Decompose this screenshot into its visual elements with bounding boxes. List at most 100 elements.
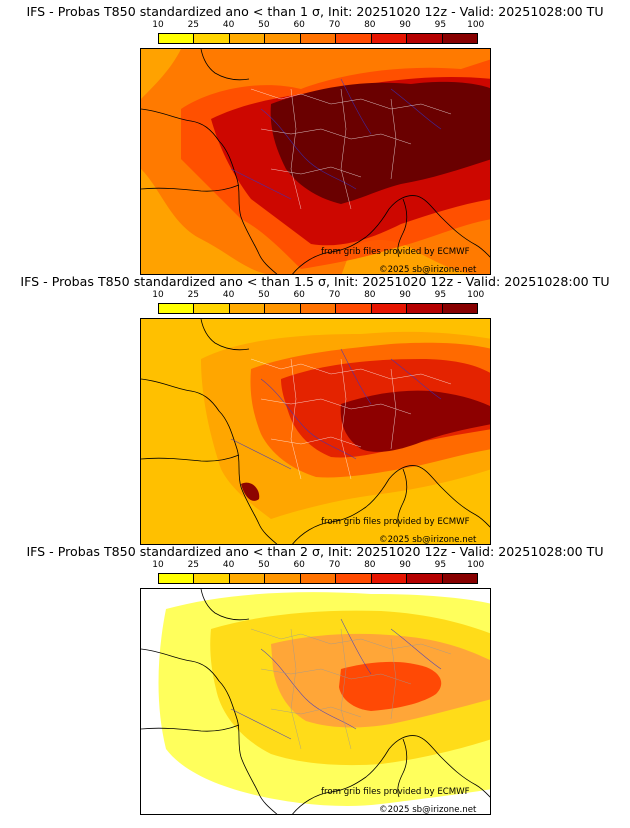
- colorbar-segment: [442, 574, 477, 583]
- colorbar-segment: [336, 574, 372, 583]
- colorbar-segment: [300, 34, 337, 43]
- admin-border: [270, 436, 362, 448]
- colorbar-tick-label: 70: [328, 290, 341, 300]
- colorbar-1: [158, 33, 478, 44]
- colorbar-tick-label: 90: [399, 20, 411, 30]
- colorbar-tick-label: 95: [434, 20, 447, 30]
- admin-border: [290, 628, 302, 750]
- admin-border: [250, 88, 452, 115]
- colorbar-segment: [265, 34, 301, 43]
- rivers: [230, 78, 442, 200]
- coastline: [292, 748, 390, 814]
- colorbar-tick-label: 50: [258, 20, 270, 30]
- map-panel-1: IFS - Probas T850 standardized ano < tha…: [0, 0, 630, 276]
- colorbar-ticks-1: 10 25 40 50 60 70 80 90 95 100: [152, 20, 484, 32]
- panel-title-3: IFS - Probas T850 standardized ano < tha…: [26, 544, 604, 559]
- colorbar-tick-label: 10: [152, 20, 164, 30]
- river: [260, 378, 357, 460]
- river: [230, 708, 292, 740]
- coastline: [388, 195, 490, 258]
- credit-grib-3: from grib files provided by ECMWF: [321, 787, 470, 797]
- coastline: [397, 468, 408, 528]
- credit-copyright-3: ©2025 sb@irizone.net: [379, 805, 477, 815]
- admin-border: [290, 88, 302, 210]
- coastline: [292, 208, 390, 274]
- admin-border: [260, 398, 412, 415]
- river: [390, 358, 442, 400]
- coastline: [141, 648, 278, 814]
- river: [340, 348, 372, 405]
- river: [390, 628, 442, 670]
- coastline: [141, 378, 278, 544]
- colorbar-3: [158, 573, 478, 584]
- colorbar-tick-label: 60: [293, 290, 305, 300]
- river: [340, 618, 372, 675]
- colorbar-tick-label: 60: [293, 560, 305, 570]
- admin-border: [390, 368, 397, 450]
- river: [340, 78, 372, 135]
- colorbar-segment: [159, 574, 195, 583]
- admin-borders: [250, 358, 452, 480]
- colorbar-tick-label: 60: [293, 20, 305, 30]
- probability-map-3: [140, 588, 491, 815]
- field-layer: [339, 661, 442, 711]
- colorbar-segment: [336, 34, 372, 43]
- coastline: [292, 478, 390, 544]
- river: [260, 648, 357, 730]
- colorbar-ticks-3: 10 25 40 50 60 70 80 90 95 100: [152, 560, 484, 572]
- admin-border: [270, 706, 362, 718]
- colorbar-tick-label: 50: [258, 560, 270, 570]
- colorbar-segment: [371, 34, 408, 43]
- colorbar-tick-label: 25: [187, 20, 200, 30]
- colorbar-tick-label: 40: [222, 20, 235, 30]
- admin-border: [340, 358, 352, 480]
- colorbar-segment: [229, 304, 266, 313]
- admin-border: [260, 668, 412, 685]
- colorbar-tick-label: 95: [434, 560, 447, 570]
- credit-copyright-1: ©2025 sb@irizone.net: [379, 265, 477, 275]
- coastline: [388, 735, 490, 798]
- colorbar-tick-label: 95: [434, 290, 447, 300]
- admin-border: [340, 628, 352, 750]
- colorbar-tick-label: 100: [467, 290, 485, 300]
- map-graphic-2: [141, 319, 490, 544]
- colorbar-segment: [336, 304, 372, 313]
- colorbar-tick-label: 90: [399, 560, 411, 570]
- admin-borders: [250, 88, 452, 210]
- credit-grib-2: from grib files provided by ECMWF: [321, 517, 470, 527]
- map-panel-3: IFS - Probas T850 standardized ano < tha…: [0, 540, 630, 816]
- colorbar-tick-label: 50: [258, 290, 270, 300]
- coastline: [397, 738, 408, 798]
- admin-border: [340, 88, 352, 210]
- coastlines: [141, 589, 490, 814]
- admin-border: [390, 98, 397, 180]
- colorbar-tick-label: 10: [152, 290, 164, 300]
- colorbar-segment: [194, 304, 230, 313]
- colorbar-segment: [407, 574, 443, 583]
- colorbar-tick-label: 40: [222, 290, 235, 300]
- map-graphic-3: [141, 589, 490, 814]
- field-layer: [241, 390, 490, 501]
- map-graphic-1: [141, 49, 490, 274]
- colorbar-segment: [159, 34, 195, 43]
- river: [230, 438, 292, 470]
- colorbar-tick-label: 25: [187, 290, 200, 300]
- river: [390, 88, 442, 130]
- colorbar-tick-label: 25: [187, 560, 200, 570]
- colorbar-segment: [229, 34, 266, 43]
- colorbar-tick-label: 90: [399, 290, 411, 300]
- coastlines: [141, 49, 490, 274]
- field-layer: [270, 81, 490, 204]
- colorbar-segment: [407, 34, 443, 43]
- colorbar-ticks-2: 10 25 40 50 60 70 80 90 95 100: [152, 290, 484, 302]
- colorbar-tick-label: 10: [152, 560, 164, 570]
- colorbar-2: [158, 303, 478, 314]
- admin-borders: [250, 628, 452, 750]
- colorbar-tick-label: 100: [467, 20, 485, 30]
- colorbar-segment: [265, 574, 301, 583]
- panel-title-2: IFS - Probas T850 standardized ano < tha…: [20, 274, 610, 289]
- admin-border: [270, 166, 362, 178]
- coastline: [200, 49, 250, 81]
- coastline: [141, 724, 240, 732]
- colorbar-segment: [371, 304, 408, 313]
